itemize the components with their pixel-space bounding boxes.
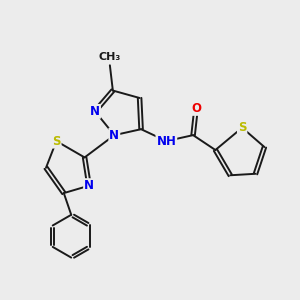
Text: CH₃: CH₃ [99,52,121,62]
Text: N: N [109,129,119,142]
Text: N: N [84,179,94,192]
Text: NH: NH [156,135,176,148]
Text: S: S [238,121,246,134]
Text: S: S [52,135,61,148]
Text: N: N [90,105,100,118]
Text: O: O [191,102,201,115]
